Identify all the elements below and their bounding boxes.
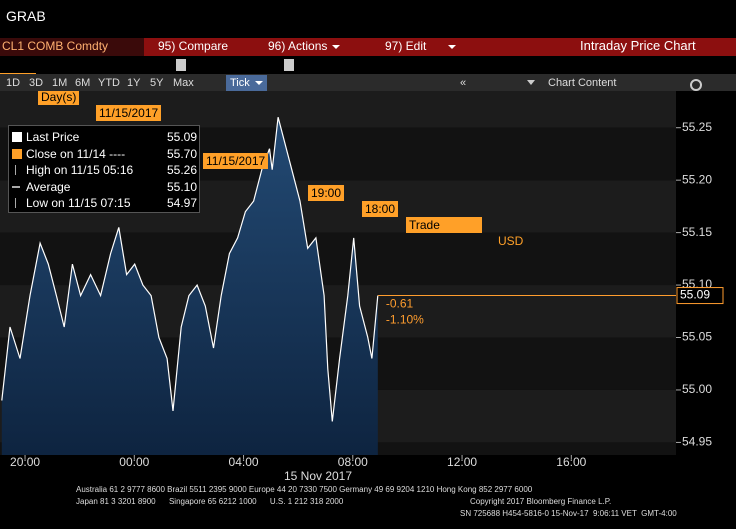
end-date[interactable]: 11/15/2017 (203, 153, 269, 169)
actions-button[interactable]: 96) Actions (268, 38, 341, 54)
period-bar: 1D 3D 1M 6M YTD 1Y 5Y Max (0, 74, 736, 91)
period-button[interactable]: 1D (6, 77, 21, 89)
range-bar: 1 Day(s) 11/15/2017 - 11/15/2017 19:00 1… (0, 57, 736, 248)
x-tick-label: 16:00 (556, 455, 586, 469)
period-button[interactable]: Max (173, 77, 194, 89)
x-tick-label: 12:00 (447, 455, 477, 469)
period-button[interactable]: 1Y (127, 77, 141, 89)
y-tick-label: 54.95 (682, 435, 712, 449)
tick-button[interactable]: Tick (226, 75, 267, 91)
chart-content-button[interactable]: Chart Content (548, 77, 617, 89)
period-button[interactable]: 6M (75, 77, 91, 89)
header-title: GRAB (6, 8, 46, 24)
legend-name: Average (26, 179, 71, 194)
y-tick-label: 55.25 (682, 120, 712, 134)
line (1, 117, 379, 422)
period-button[interactable]: 1M (52, 77, 68, 89)
y-tick-label: 55.05 (682, 330, 712, 344)
legend-name: Last Price (26, 130, 80, 144)
legend-value: 55.09 (167, 130, 198, 144)
annotation: -0.61 (386, 297, 414, 311)
x-tick-label: 08:00 (338, 455, 368, 469)
day-unit[interactable]: Day(s) (38, 89, 80, 105)
legend-icon (15, 198, 16, 208)
footer-line: Japan 81 3 3201 8900 Singapore 65 6212 1… (76, 497, 344, 506)
dropdown-arrow (332, 44, 341, 49)
period-button[interactable]: 3D (29, 77, 44, 89)
area (1, 117, 378, 455)
legend-value: 55.26 (167, 163, 198, 177)
compare-button[interactable]: 95) Compare (158, 39, 229, 53)
x-tick-label: 00:00 (119, 455, 149, 469)
y-tick-label: 55.15 (682, 225, 712, 239)
footer-line: Australia 61 2 9777 8600 Brazil 5511 239… (76, 485, 533, 494)
legend-icon (12, 148, 22, 159)
legend-icon (12, 185, 20, 188)
legend-icon (12, 132, 22, 142)
legend-value: 55.70 (167, 146, 198, 161)
legend-name: Close on 11/14 ---- (26, 146, 126, 161)
collapse-icon[interactable]: « (460, 77, 467, 89)
legend-icon (15, 165, 16, 175)
toolbar (0, 38, 736, 56)
axis-bg (676, 91, 736, 455)
start-date[interactable]: 11/15/2017 (96, 105, 162, 121)
dropdown-arrow (448, 45, 456, 49)
annotation: -1.10% (386, 313, 424, 327)
legend-name: Low on 11/15 07:15 (26, 196, 131, 210)
legend-name: High on 11/15 05:16 (26, 163, 134, 177)
edit-button[interactable]: 97) Edit (385, 38, 455, 54)
calendar-icon[interactable] (176, 59, 186, 71)
edit-label: 97) Edit (385, 39, 427, 53)
start-time[interactable]: 19:00 (308, 185, 345, 201)
legend-value: 54.97 (167, 196, 198, 210)
calendar-icon[interactable] (284, 59, 294, 71)
footer-line: Copyright 2017 Bloomberg Finance L.P. (470, 497, 612, 506)
band (0, 232, 676, 286)
last-price-label: 55.09 (680, 288, 710, 302)
tick-label: Tick (230, 77, 250, 89)
legend-value: 55.10 (167, 179, 198, 194)
last-price-box (676, 287, 724, 305)
legend: Last Price 55.09 Close on 11/14 ---- 55.70 H… (8, 125, 200, 213)
security[interactable]: CL1 COMB Comdty (0, 38, 144, 56)
footer-line: SN 725688 H454-5816-0 15-Nov-17 9:06:11 … (460, 509, 677, 518)
actions-label: 96) Actions (268, 39, 328, 53)
end-time[interactable]: 18:00 (362, 201, 399, 217)
currency: USD (498, 234, 524, 248)
chart-title: Intraday Price Chart (580, 38, 696, 53)
x-axis-label: 15 Nov 2017 (284, 469, 352, 483)
period-button[interactable]: 5Y (150, 77, 164, 89)
x-tick-label: 04:00 (229, 455, 259, 469)
x-tick-label: 20:00 (10, 455, 40, 469)
y-tick-label: 55.20 (682, 172, 712, 186)
settings-icon[interactable] (690, 79, 702, 91)
y-tick-label: 55.00 (682, 382, 712, 396)
event-select[interactable]: Trade (406, 217, 482, 233)
dropdown-arrow (254, 81, 263, 86)
period-button[interactable]: YTD (98, 77, 120, 89)
content-arrow[interactable] (527, 80, 535, 85)
